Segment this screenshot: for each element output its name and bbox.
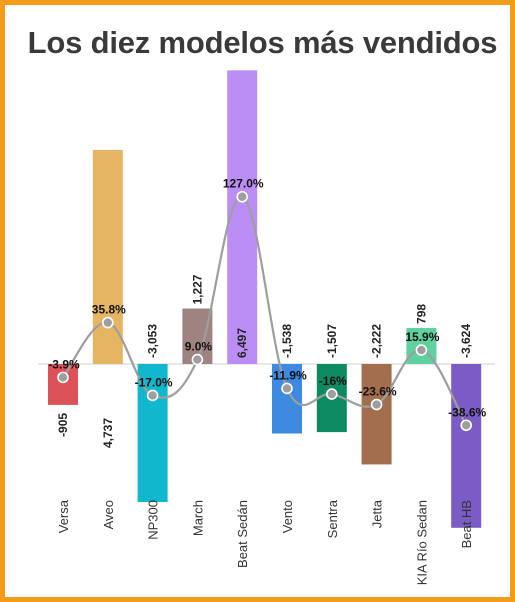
percent-label: -3.9%: [48, 357, 80, 371]
percent-label: 9.0%: [185, 340, 213, 354]
percent-label: -23.6%: [359, 385, 397, 399]
category-label: Vento: [280, 500, 295, 533]
bar-value-label: 798: [414, 304, 428, 324]
bar-0: [48, 364, 78, 405]
percent-label: -38.6%: [448, 405, 486, 419]
percent-marker: [281, 382, 293, 395]
percent-marker: [191, 353, 204, 366]
percent-marker: [415, 344, 428, 356]
category-label: Beat HB: [459, 500, 474, 548]
percent-label: 127.0%: [223, 177, 264, 191]
category-label: KIA Río Sedan: [414, 500, 429, 585]
percent-marker: [325, 388, 338, 400]
percent-label: -11.9%: [269, 368, 307, 382]
bars-layer: [48, 70, 482, 528]
category-label: Aveo: [101, 500, 116, 529]
category-label: Sentra: [325, 499, 340, 538]
bar-7: [361, 364, 392, 465]
category-label: Versa: [56, 499, 71, 533]
percent-label: -17.0%: [135, 375, 173, 389]
labels-layer: -905 Versa 4,737 Aveo -3,053 NP300 1,227 March 6…: [48, 177, 486, 586]
category-label: Jetta: [370, 499, 385, 528]
percent-marker: [146, 389, 159, 402]
percent-label: 15.9%: [405, 330, 439, 344]
bar-value-label: 1,227: [190, 274, 204, 304]
bar-2: [137, 364, 168, 502]
percent-marker: [236, 190, 248, 203]
percent-marker: [102, 316, 114, 329]
percent-change-line: [62, 195, 468, 426]
bar-value-label: 6,497: [235, 328, 249, 358]
bar-value-label: -1,507: [325, 324, 339, 358]
bar-value-label: -905: [56, 413, 70, 437]
bar-value-label: -1,538: [280, 324, 294, 358]
bar-value-label: -2,222: [370, 324, 384, 358]
category-label: Beat Sedán: [235, 500, 250, 568]
bar-5: [272, 364, 302, 434]
category-label: NP300: [146, 500, 161, 540]
percent-label: -16%: [319, 374, 347, 388]
bar-value-label: -3,053: [146, 324, 160, 358]
percent-marker: [57, 371, 69, 384]
category-label: March: [190, 500, 205, 536]
percent-label: 35.8%: [92, 303, 126, 317]
percent-marker: [460, 419, 473, 432]
bar-value-label: -3,624: [459, 324, 473, 358]
chart-title: Los diez modelos más vendidos: [27, 25, 498, 60]
percent-marker: [370, 398, 383, 411]
bar-9: [451, 364, 482, 528]
bar-value-label: 4,737: [101, 418, 115, 448]
percent-markers-layer: [57, 190, 473, 432]
